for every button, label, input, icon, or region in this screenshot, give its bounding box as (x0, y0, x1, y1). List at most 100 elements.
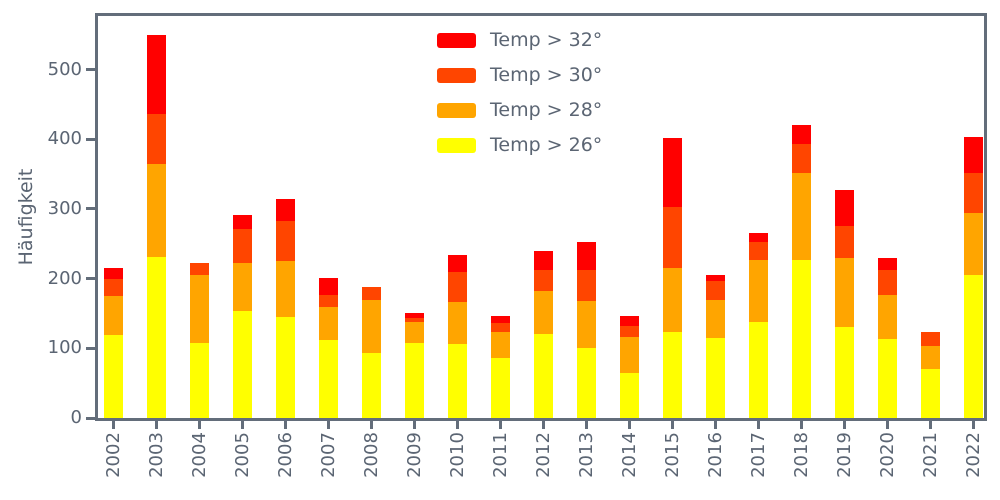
bar-segment (835, 326, 854, 418)
y-tick-label: 200 (47, 267, 82, 289)
bar-2004 (190, 263, 209, 418)
bar-segment (276, 261, 295, 317)
bar-2017 (749, 233, 768, 418)
bar-segment (534, 270, 553, 292)
bar-2005 (233, 215, 252, 418)
x-tick-mark (284, 421, 287, 429)
bar-segment (878, 258, 897, 271)
bar-segment (749, 321, 768, 418)
bar-segment (147, 34, 166, 115)
x-tick-label-2016: 2016 (704, 432, 726, 478)
bar-segment (577, 300, 596, 348)
bar-segment (319, 306, 338, 340)
bar-segment (362, 287, 381, 300)
bar-segment (276, 199, 295, 221)
x-tick-mark (155, 421, 158, 429)
legend-item-temp-32: Temp > 32° (437, 31, 602, 50)
bar-2020 (878, 258, 897, 418)
bar-segment (663, 206, 682, 268)
bar-segment (921, 369, 940, 418)
bar-2014 (620, 316, 639, 418)
bar-2002 (104, 267, 123, 418)
x-tick-label-2005: 2005 (231, 432, 253, 478)
y-tick-mark (86, 137, 95, 141)
x-tick-mark (585, 421, 588, 429)
bar-2022 (964, 137, 983, 418)
bar-segment (663, 267, 682, 333)
legend-label: Temp > 30° (490, 64, 603, 86)
bar-2015 (663, 137, 682, 418)
bar-segment (233, 263, 252, 312)
bar-segment (706, 280, 725, 301)
bar-segment (620, 316, 639, 327)
bar-segment (491, 316, 510, 324)
x-tick-mark (757, 421, 760, 429)
bar-segment (233, 311, 252, 418)
bar-segment (921, 346, 940, 370)
bar-segment (233, 229, 252, 264)
bar-segment (190, 263, 209, 276)
bar-segment (835, 257, 854, 327)
bar-2010 (448, 255, 467, 418)
bar-segment (792, 125, 811, 144)
bar-segment (362, 299, 381, 354)
bar-segment (792, 143, 811, 174)
bar-segment (620, 326, 639, 337)
bar-segment (405, 312, 424, 318)
bar-2018 (792, 125, 811, 418)
bar-segment (964, 275, 983, 418)
bar-segment (663, 332, 682, 418)
y-tick-label: 400 (47, 128, 82, 150)
bar-segment (577, 270, 596, 301)
bar-segment (534, 250, 553, 271)
bar-segment (190, 343, 209, 418)
bar-2021 (921, 331, 940, 418)
x-tick-label-2021: 2021 (919, 432, 941, 478)
bar-segment (147, 114, 166, 165)
bar-segment (491, 332, 510, 359)
y-tick-mark (86, 416, 95, 420)
x-tick-mark (628, 421, 631, 429)
bar-segment (577, 241, 596, 271)
bar-segment (104, 279, 123, 297)
legend-label: Temp > 32° (490, 29, 603, 51)
x-tick-mark (327, 421, 330, 429)
bar-segment (233, 215, 252, 230)
x-tick-label-2013: 2013 (575, 432, 597, 478)
bar-segment (749, 241, 768, 260)
bar-segment (362, 353, 381, 418)
bar-segment (276, 220, 295, 262)
x-tick-mark (843, 421, 846, 429)
x-tick-mark (929, 421, 932, 429)
x-tick-label-2014: 2014 (618, 432, 640, 478)
y-tick-label: 100 (47, 337, 82, 359)
bar-segment (319, 295, 338, 307)
legend-label: Temp > 28° (490, 99, 603, 121)
y-tick-mark (86, 68, 95, 72)
bar-segment (534, 334, 553, 418)
bar-segment (964, 213, 983, 276)
legend-swatch-orangered (437, 68, 476, 83)
bar-segment (792, 173, 811, 260)
bar-segment (448, 271, 467, 303)
bar-2007 (319, 278, 338, 418)
bar-segment (792, 259, 811, 418)
x-tick-mark (714, 421, 717, 429)
bar-2011 (491, 316, 510, 418)
x-tick-label-2006: 2006 (274, 432, 296, 478)
bar-2003 (147, 34, 166, 418)
x-tick-label-2018: 2018 (790, 432, 812, 478)
bar-2013 (577, 241, 596, 418)
bar-segment (448, 255, 467, 272)
bar-segment (964, 173, 983, 214)
bar-segment (706, 337, 725, 418)
x-tick-label-2020: 2020 (876, 432, 898, 478)
bar-2009 (405, 312, 424, 418)
x-tick-mark (370, 421, 373, 429)
bar-segment (104, 267, 123, 280)
y-tick-mark (86, 207, 95, 211)
bar-segment (835, 226, 854, 258)
bar-segment (319, 339, 338, 418)
x-tick-label-2011: 2011 (489, 432, 511, 478)
legend-swatch-yellow (437, 138, 476, 153)
